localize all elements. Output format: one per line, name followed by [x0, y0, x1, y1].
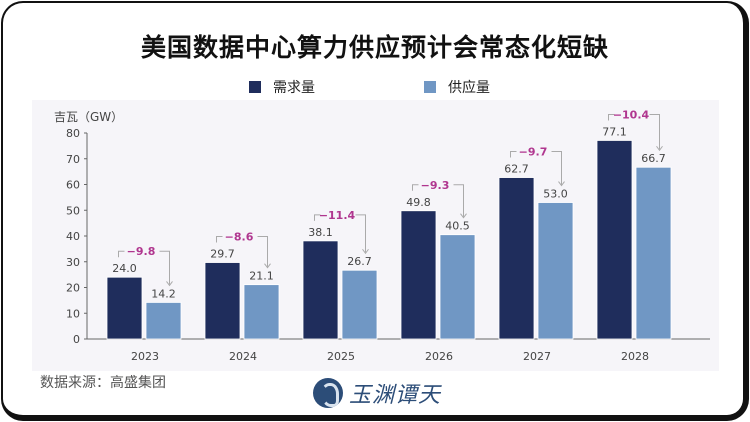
source-note: 数据来源：高盛集团 [40, 375, 166, 391]
gap-arrow-icon [166, 281, 173, 287]
bar-demand [204, 262, 241, 340]
logo-text: 玉渊谭天 [349, 383, 442, 408]
brand-logo: 玉渊谭天 [313, 377, 441, 409]
data-label: 49.8 [406, 196, 431, 209]
gap-bracket [118, 250, 170, 285]
gap-arrow-icon [558, 181, 565, 187]
x-tick-label: 2027 [523, 350, 551, 363]
bar-supply [439, 234, 476, 340]
x-tick-label: 2023 [131, 350, 159, 363]
gap-arrow-icon [362, 248, 369, 255]
data-label: 40.5 [445, 220, 470, 233]
bar-supply [341, 269, 378, 340]
y-tick-label: 60 [66, 179, 80, 192]
gap-annotation: −9.7 [519, 146, 548, 159]
x-tick-label: 2024 [229, 350, 257, 363]
data-label: 21.1 [249, 270, 274, 283]
gap-bracket [510, 151, 562, 185]
y-tick-label: 80 [66, 127, 80, 140]
data-label: 66.7 [641, 152, 666, 165]
gap-bracket [216, 236, 268, 267]
gap-annotation: −9.8 [127, 245, 156, 258]
data-label: 29.7 [210, 248, 235, 261]
legend-label-1: 供应量 [448, 79, 490, 96]
y-axis-label: 吉瓦（GW） [54, 110, 123, 124]
y-tick-label: 0 [73, 333, 80, 346]
legend-swatch-0 [249, 81, 261, 93]
bar-supply [635, 166, 672, 340]
bar-demand [400, 210, 437, 340]
data-label: 77.1 [602, 125, 627, 138]
gap-bracket [314, 214, 366, 253]
gap-arrow-icon [264, 263, 271, 269]
gap-annotation: −11.4 [319, 209, 356, 222]
gap-arrow-icon [656, 145, 663, 152]
data-label: 26.7 [347, 255, 372, 268]
bar-supply [243, 284, 280, 340]
gap-arrow-icon [460, 213, 467, 219]
gap-annotation: −8.6 [225, 231, 254, 244]
y-tick-label: 10 [66, 307, 80, 320]
y-tick-label: 20 [66, 282, 80, 295]
legend: 需求量 供应量 [249, 79, 490, 96]
bar-supply [537, 202, 574, 340]
bar-demand [498, 177, 535, 340]
y-tick-label: 50 [66, 204, 80, 217]
bar-demand [596, 140, 633, 340]
data-label: 14.2 [151, 287, 176, 300]
y-tick-label: 70 [66, 153, 80, 166]
x-tick-label: 2025 [327, 350, 355, 363]
gap-annotation: −10.4 [613, 108, 650, 121]
chart-title: 美国数据中心算力供应预计会常态化短缺 [140, 33, 609, 62]
legend-label-0: 需求量 [273, 80, 315, 96]
y-tick-label: 30 [66, 256, 80, 269]
x-tick-label: 2028 [621, 350, 649, 363]
legend-swatch-1 [424, 81, 436, 93]
data-label: 24.0 [112, 262, 137, 275]
gap-bracket [608, 113, 660, 150]
bar-demand [106, 276, 143, 340]
bar-demand [302, 240, 339, 340]
logo-wave-icon [313, 378, 343, 408]
gap-annotation: −9.3 [421, 179, 450, 192]
data-label: 62.7 [504, 163, 529, 176]
gap-bracket [412, 184, 464, 217]
data-label: 53.0 [543, 188, 568, 201]
y-tick-label: 40 [66, 230, 80, 243]
data-label: 38.1 [308, 226, 333, 239]
bar-supply [145, 302, 182, 340]
x-tick-label: 2026 [425, 350, 453, 363]
